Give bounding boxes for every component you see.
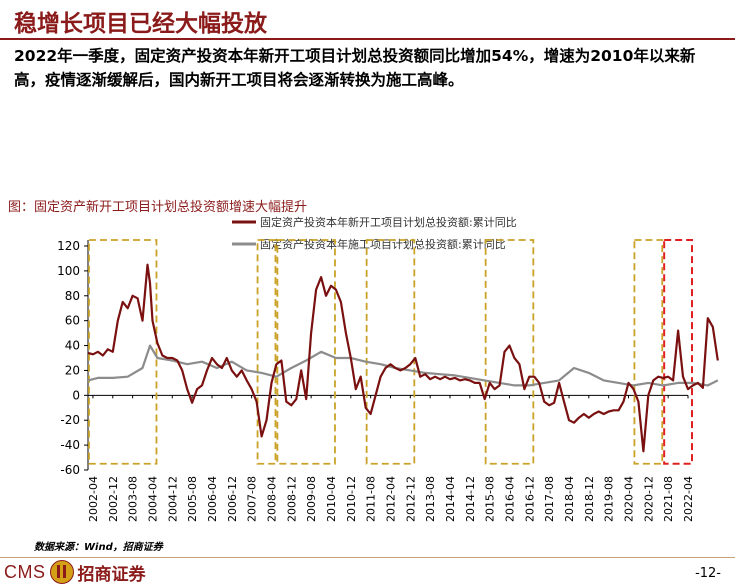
x-tick-label: 2021-08 (662, 476, 675, 522)
y-tick-label: -40 (60, 438, 80, 452)
x-tick-label: 2008-04 (265, 476, 278, 522)
y-tick-label: -20 (60, 413, 80, 427)
x-tick-label: 2006-12 (226, 476, 239, 522)
x-tick-label: 2020-12 (642, 476, 655, 522)
x-tick-label: 2016-12 (523, 476, 536, 522)
x-axis: 2002-04 2002-12 2003-08 2004-04 2004-12 2005-… (87, 394, 695, 522)
logo-text-cn: 招商证券 (77, 564, 146, 585)
x-tick-label: 2014-04 (444, 476, 457, 522)
x-tick-label: 2012-12 (404, 476, 417, 522)
x-tick-label: 2008-12 (285, 476, 298, 522)
title-divider (0, 38, 735, 40)
series-line-new-projects (87, 263, 719, 453)
x-tick-label: 2010-04 (325, 476, 338, 522)
y-tick-label: 60 (65, 314, 80, 328)
x-tick-label: 2004-04 (146, 476, 159, 522)
x-tick-label: 2018-12 (583, 476, 596, 522)
summary-text: 2022年一季度，固定资产投资本年新开工项目计划总投资额同比增加54%，增速为2… (14, 47, 696, 89)
page-number: -12- (695, 566, 721, 581)
line-chart: 固定资产投资本年新开工项目计划总投资额:累计同比固定资产投资本年施工项目计划总投… (57, 215, 719, 522)
x-tick-label: 2006-04 (206, 476, 219, 522)
highlight-box (365, 239, 416, 465)
x-tick-label: 2002-04 (87, 476, 100, 522)
y-tick-label: 100 (57, 264, 80, 278)
chart-caption: 图：固定资产新开工项目计划总投资额增速大幅提升 (8, 200, 308, 215)
x-tick-label: 2022-04 (682, 476, 695, 522)
x-tick-label: 2009-08 (305, 476, 318, 522)
x-tick-label: 2016-04 (503, 476, 516, 522)
cms-logo: CMS 招商证券 (4, 560, 146, 585)
y-tick-label: 0 (72, 388, 80, 402)
x-tick-label: 2012-04 (384, 476, 397, 522)
y-tick-label: 120 (57, 239, 80, 253)
x-tick-label: 2020-04 (622, 476, 635, 522)
highlight-box-latest (663, 239, 693, 465)
slide-title: 稳增长项目已经大幅投放 (14, 11, 267, 37)
x-tick-label: 2004-12 (166, 476, 179, 522)
source-note: 数据来源：Wind，招商证券 (34, 542, 163, 553)
logo-emblem-icon (49, 560, 74, 584)
highlight-box (484, 239, 535, 465)
x-tick-label: 2014-12 (464, 476, 477, 522)
highlight-box (88, 239, 158, 465)
highlight-box (276, 239, 336, 465)
footer-divider (0, 557, 735, 558)
x-tick-label: 2010-12 (345, 476, 358, 522)
x-tick-label: 2015-08 (484, 476, 497, 522)
series-lines (87, 263, 719, 453)
x-tick-label: 2013-08 (424, 476, 437, 522)
y-tick-label: 80 (65, 289, 80, 303)
y-tick-label: 20 (65, 363, 80, 377)
x-tick-label: 2017-08 (543, 476, 556, 522)
x-tick-label: 2018-04 (563, 476, 576, 522)
y-tick-label: 40 (65, 339, 80, 353)
x-tick-label: 2019-08 (603, 476, 616, 522)
x-tick-label: 2005-08 (186, 476, 199, 522)
x-tick-label: 2003-08 (127, 476, 140, 522)
series-line-construction-projects (87, 344, 719, 387)
highlight-box (633, 239, 664, 465)
legend-label: 固定资产投资本年新开工项目计划总投资额:累计同比 (260, 215, 517, 229)
logo-text-en: CMS (4, 561, 46, 582)
highlight-boxes (88, 239, 693, 465)
y-tick-label: -60 (60, 463, 80, 477)
x-tick-label: 2011-08 (365, 476, 378, 522)
x-tick-label: 2007-08 (246, 476, 259, 522)
x-tick-label: 2002-12 (107, 476, 120, 522)
y-axis: -60 -40 -20 0 20 40 60 80 100 120 (57, 239, 89, 477)
